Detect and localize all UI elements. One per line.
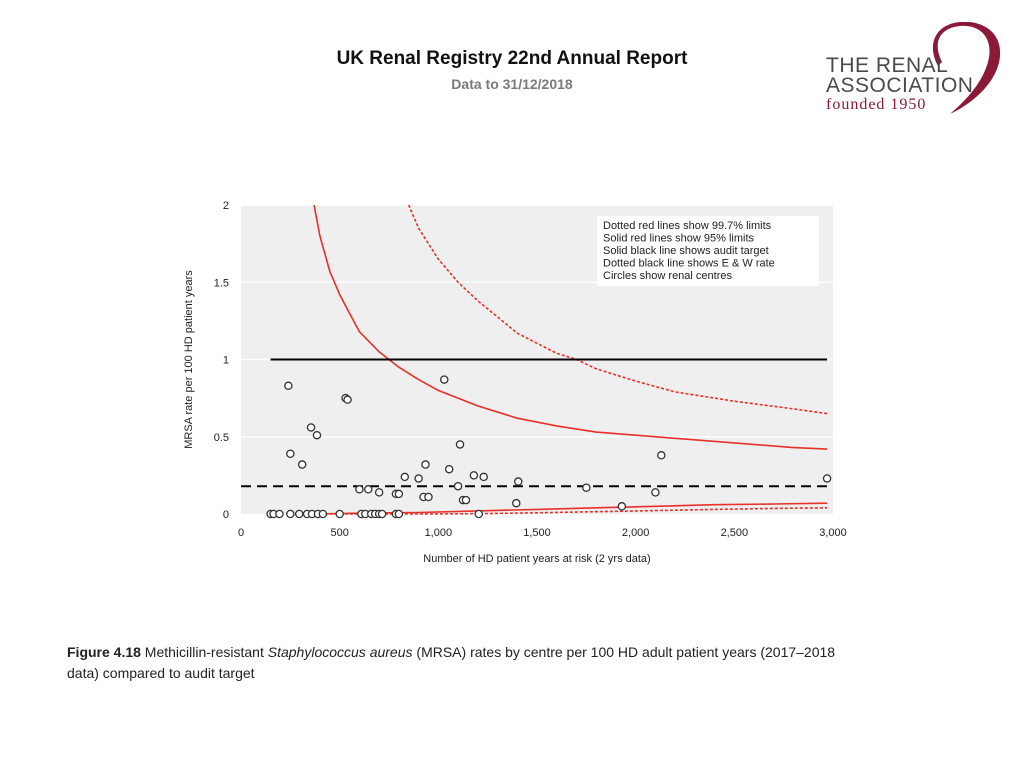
renal-centre-point <box>582 483 591 492</box>
figure-label: Figure 4.18 <box>67 644 141 660</box>
legend-entry: Dotted red lines show 99.7% limits <box>603 220 772 232</box>
renal-centre-point <box>355 485 364 494</box>
renal-centre-point <box>377 509 387 519</box>
renal-association-logo: THE RENAL ASSOCIATION founded 1950 <box>822 22 1002 122</box>
y-tick-label: 1.5 <box>214 277 229 289</box>
renal-centre-point <box>479 472 488 482</box>
x-axis-label: Number of HD patient years at risk (2 yr… <box>423 553 650 565</box>
renal-centre-point <box>400 472 410 482</box>
renal-centre-point <box>440 375 449 384</box>
renal-centre-point <box>335 509 344 519</box>
upper-95-limit-line <box>313 204 828 450</box>
legend-entry: Solid red lines show 95% limits <box>603 233 755 245</box>
x-tick-label: 0 <box>238 527 244 539</box>
renal-centre-point <box>294 509 304 519</box>
figure-caption: Figure 4.18 Methicillin-resistant Staphy… <box>67 642 867 684</box>
renal-centre-point <box>421 460 430 469</box>
caption-text-2: (MRSA) rates by centre per 100 HD adult … <box>67 644 836 681</box>
renal-centre-point <box>514 477 523 486</box>
renal-centre-point <box>286 449 295 458</box>
renal-centre-point <box>312 430 322 440</box>
renal-centre-point <box>394 509 404 519</box>
renal-centre-point <box>364 485 373 494</box>
legend-entry: Solid black line shows audit target <box>603 245 769 257</box>
renal-centre-point <box>512 498 521 508</box>
renal-centre-point <box>318 509 328 519</box>
renal-centre-point <box>474 509 484 519</box>
renal-centre-point <box>822 474 832 483</box>
x-tick-label: 500 <box>330 527 348 539</box>
report-title: UK Renal Registry 22nd Annual Report <box>336 48 688 69</box>
y-tick-label: 2 <box>223 200 229 212</box>
renal-centre-point <box>343 395 352 404</box>
caption-text-1: Methicillin-resistant <box>140 644 268 660</box>
report-header: UK Renal Registry 22nd Annual Report Dat… <box>0 48 1024 92</box>
renal-centre-point <box>297 460 307 469</box>
x-tick-label: 1,500 <box>523 527 551 539</box>
y-tick-label: 0 <box>223 509 229 521</box>
logo-line-2: ASSOCIATION <box>826 74 974 97</box>
renal-centre-point <box>444 464 454 474</box>
renal-centre-point <box>284 381 293 391</box>
y-tick-label: 1 <box>223 355 229 367</box>
legend-entry: Circles show renal centres <box>603 270 732 282</box>
x-tick-label: 2,000 <box>622 527 650 539</box>
renal-centre-point <box>469 471 479 480</box>
renal-centre-point <box>455 440 465 449</box>
renal-centre-point <box>453 481 463 491</box>
renal-centre-point <box>275 509 284 519</box>
renal-centre-point <box>651 488 660 497</box>
renal-centre-point <box>374 488 384 497</box>
x-tick-label: 2,500 <box>721 527 749 539</box>
caption-italic: Staphylococcus aureus <box>267 644 413 660</box>
renal-centre-point <box>461 495 471 505</box>
lower-95-limit-line <box>313 502 828 515</box>
legend-entry: Dotted black line shows E & W rate <box>603 258 775 270</box>
renal-centre-point <box>286 509 295 519</box>
legend-background <box>597 216 819 286</box>
x-tick-label: 1,000 <box>425 527 453 539</box>
renal-centre-point <box>394 489 404 499</box>
y-axis-label: MRSA rate per 100 HD patient years <box>183 270 195 449</box>
y-tick-label: 0.5 <box>214 432 229 444</box>
upper-997-limit-line <box>407 204 828 415</box>
report-subtitle: Data to 31/12/2018 <box>451 76 573 92</box>
x-tick-label: 3,000 <box>819 527 847 539</box>
lower-997-limit-line <box>319 507 828 515</box>
logo-line-3: founded 1950 <box>826 96 927 113</box>
logo-line-1: THE RENAL <box>826 54 949 77</box>
mrsa-rate-chart: 00.511.52 0 500 1,000 1,500 2,000 2,500 3,000 … <box>183 200 847 565</box>
logo-swirl-icon <box>933 22 1001 114</box>
chart-legend: Dotted red lines show 99.7% limitsSolid … <box>597 216 819 286</box>
renal-centre-point <box>414 474 423 483</box>
renal-centre-point <box>657 451 666 460</box>
renal-centre-point <box>306 423 316 432</box>
renal-centre-point <box>424 492 433 502</box>
renal-centre-point <box>617 502 627 511</box>
